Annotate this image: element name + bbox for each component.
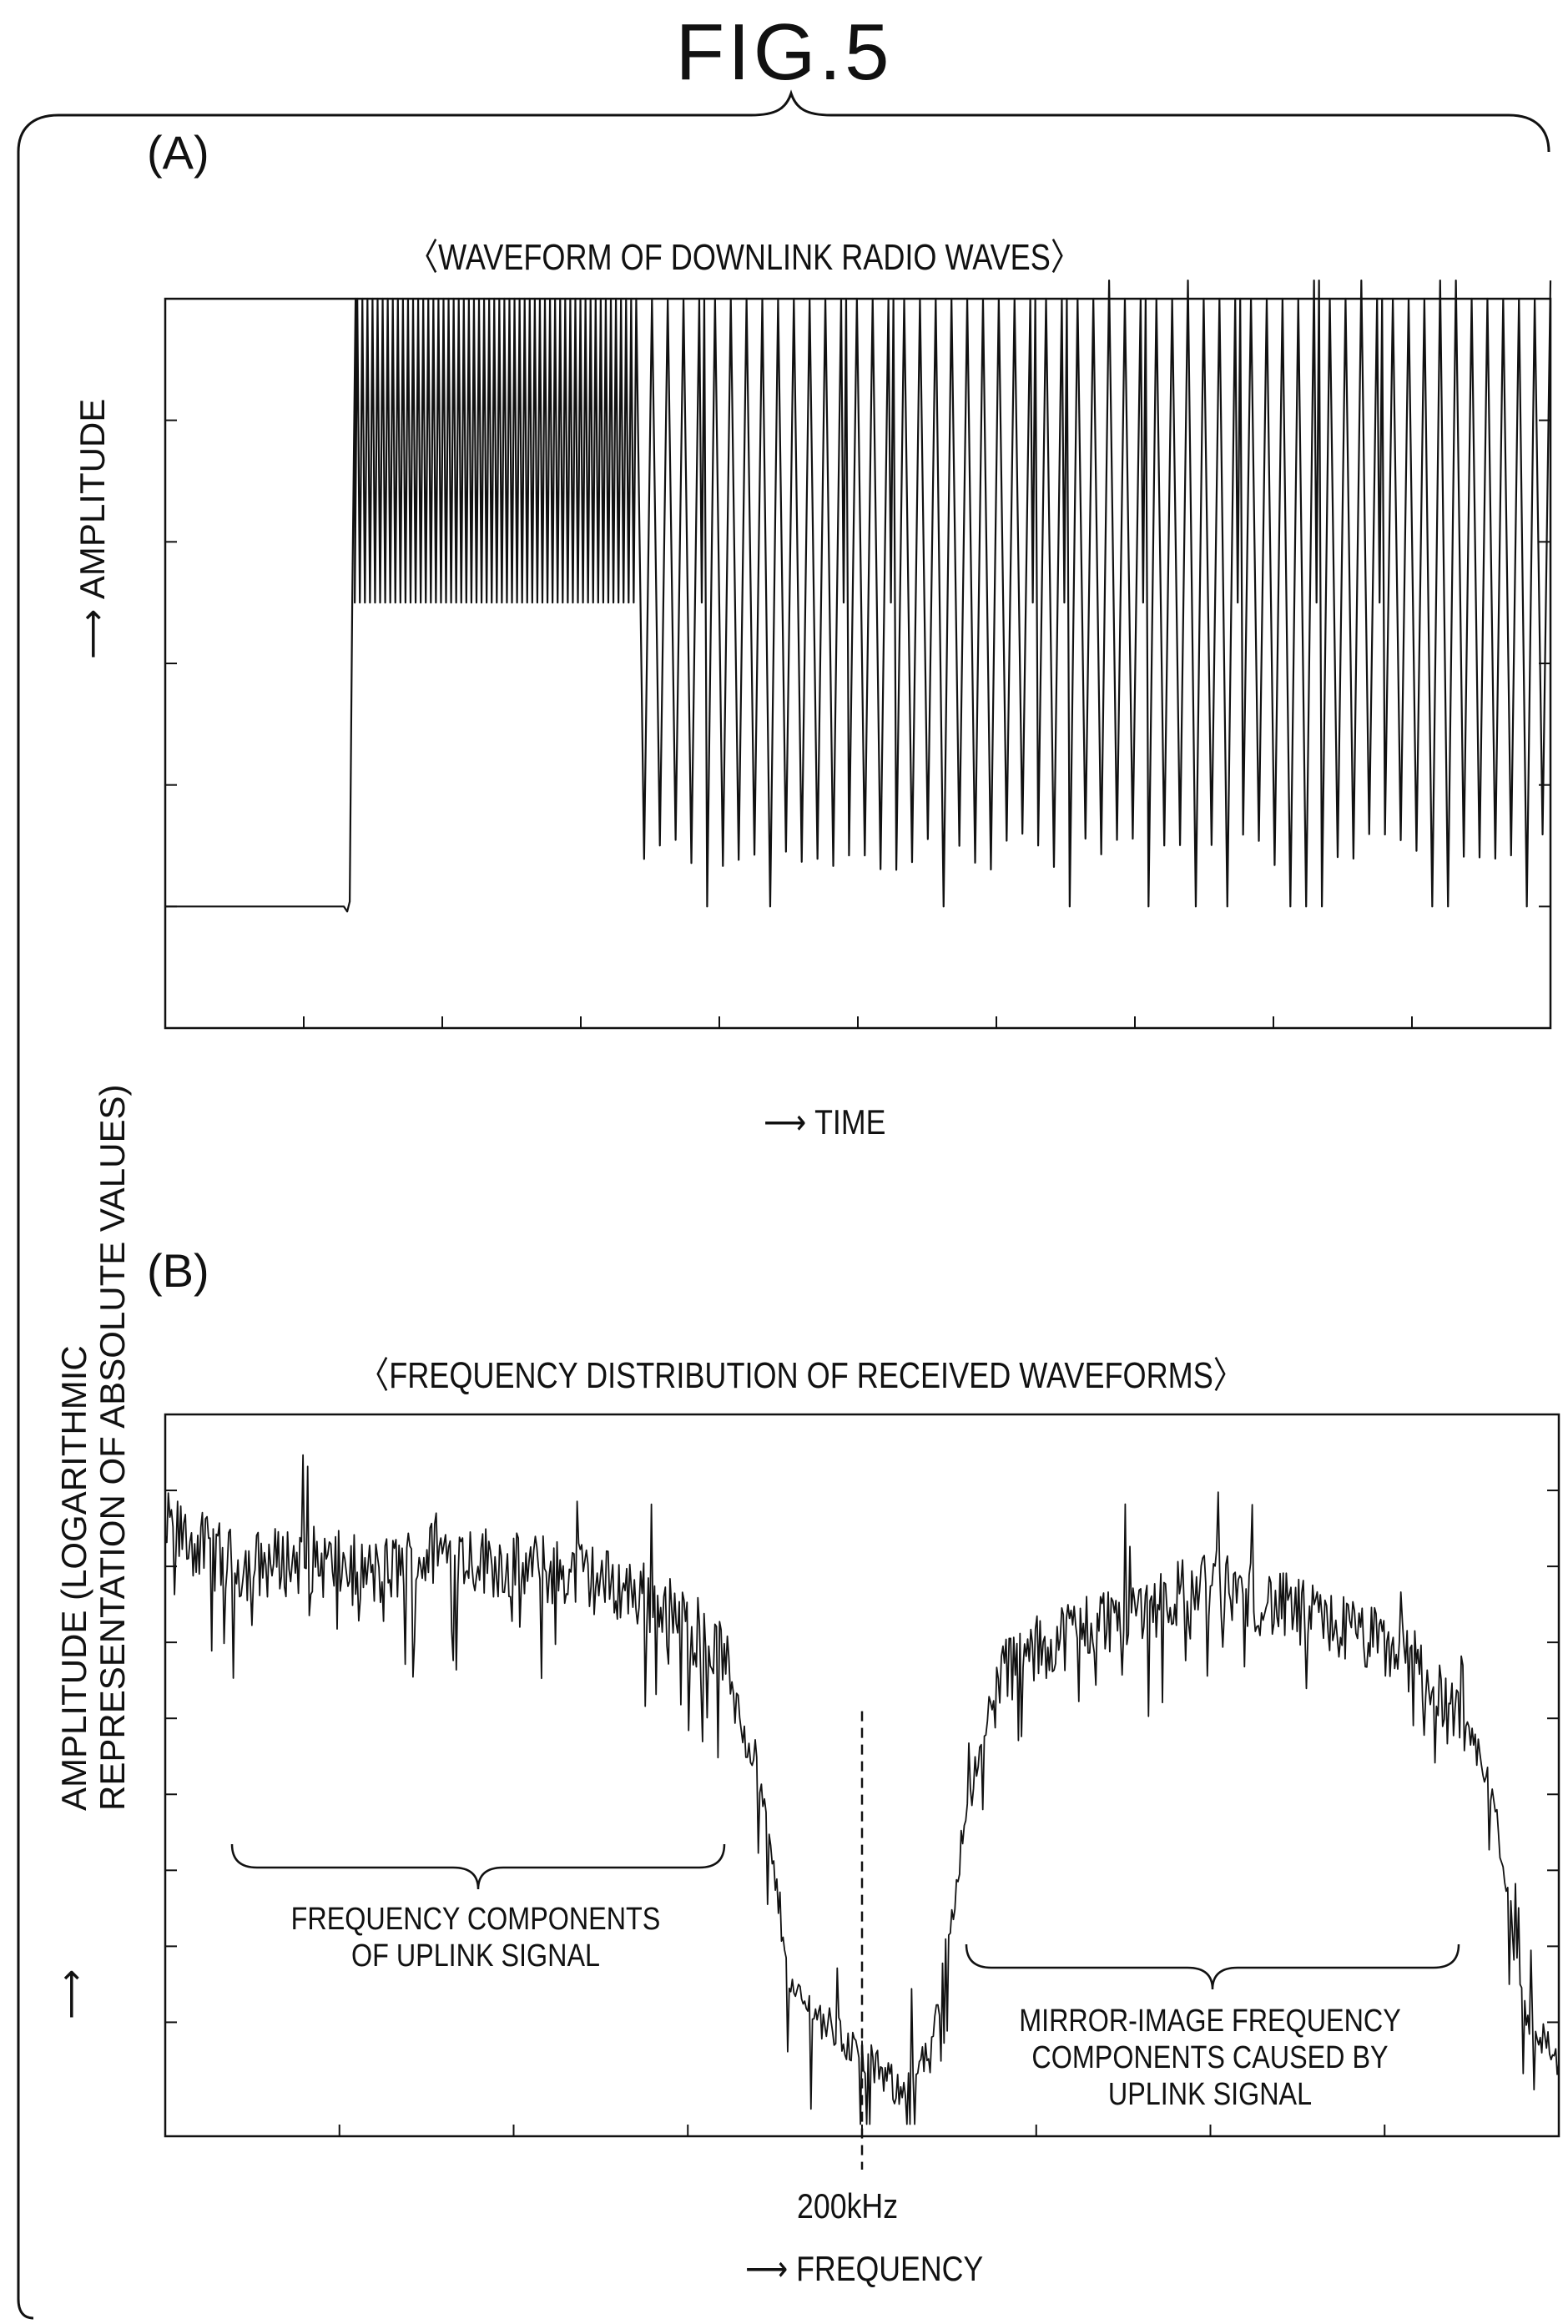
panel-b-label: (B) bbox=[147, 1244, 209, 1297]
waveform-series bbox=[165, 280, 1552, 913]
panel-b-xlabel-text: FREQUENCY bbox=[796, 2249, 984, 2288]
figure-title: FIG.5 bbox=[675, 8, 893, 97]
annotation-mirror-line2: COMPONENTS CAUSED BY bbox=[1031, 2040, 1389, 2075]
panel-b-title: 〈FREQUENCY DISTRIBUTION OF RECEIVED WAVE… bbox=[359, 1355, 1243, 1396]
x-axis-arrow-icon: ⟶ bbox=[745, 2249, 797, 2288]
panel-b-xlabel: ⟶ FREQUENCY bbox=[745, 2248, 983, 2289]
x-axis-arrow-icon: ⟶ bbox=[764, 1102, 815, 1142]
spectrum-series bbox=[164, 1454, 1560, 2125]
annotation-uplink-line2: OF UPLINK SIGNAL bbox=[351, 1938, 600, 1974]
uplink-brace bbox=[230, 1843, 726, 1890]
annotation-uplink: FREQUENCY COMPONENTS OF UPLINK SIGNAL bbox=[263, 1901, 688, 1974]
annotation-mirror: MIRROR-IMAGE FREQUENCY COMPONENTS CAUSED… bbox=[997, 2003, 1423, 2113]
annotation-mirror-line1: MIRROR-IMAGE FREQUENCY bbox=[1019, 2004, 1401, 2039]
panel-a-title: 〈WAVEFORM OF DOWNLINK RADIO WAVES〉 bbox=[408, 237, 1081, 278]
panel-a-xlabel: ⟶ TIME bbox=[764, 1102, 885, 1142]
annotation-mirror-line3: UPLINK SIGNAL bbox=[1107, 2077, 1313, 2112]
annotation-uplink-line1: FREQUENCY COMPONENTS bbox=[290, 1902, 661, 1937]
panel-b-marker-label: 200kHz bbox=[797, 2186, 899, 2226]
panel-a-label: (A) bbox=[147, 126, 209, 179]
mirror-brace bbox=[965, 1943, 1460, 1990]
plot-frame bbox=[164, 1413, 1560, 2138]
panel-a-xlabel-text: TIME bbox=[814, 1102, 886, 1142]
